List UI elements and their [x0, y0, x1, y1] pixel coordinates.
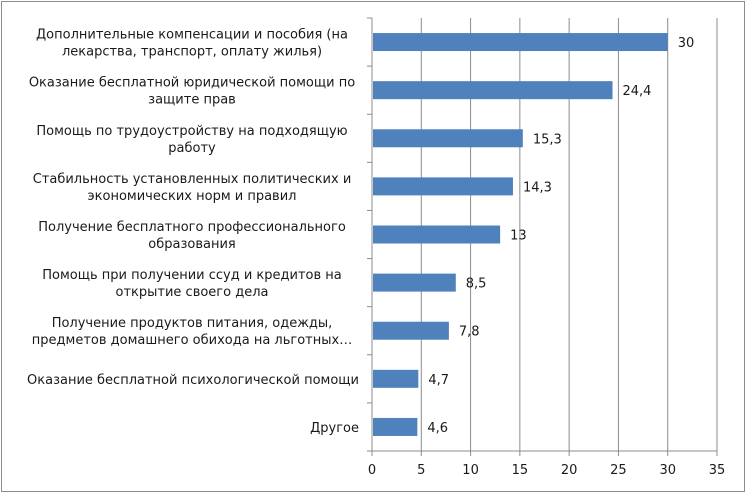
category-label: Помощь по трудоустройству на подходящую р… [36, 124, 347, 156]
bar [373, 321, 449, 340]
category-label-line: Оказание бесплатной юридической помощи п… [29, 76, 355, 91]
data-label: 7,8 [459, 325, 480, 340]
data-label: 15,3 [533, 132, 562, 147]
bar [373, 273, 456, 292]
bar [373, 81, 613, 100]
data-label: 13 [510, 229, 527, 244]
category-label: Стабильность установленных политических … [33, 172, 352, 204]
category-label-line: Стабильность установленных политических … [33, 172, 352, 187]
category-label-line: Получение продуктов питания, одежды, [52, 316, 333, 331]
data-label: 4,7 [428, 373, 449, 388]
x-tick-label: 10 [462, 463, 479, 478]
category-label-line: Оказание бесплатной психологической помо… [27, 373, 359, 388]
bar [373, 417, 418, 436]
category-label-line: образования [148, 237, 235, 252]
x-tick-label: 35 [709, 463, 726, 478]
x-tick-label: 15 [512, 463, 529, 478]
category-label-line: лекарства, транспорт, оплату жилья) [62, 45, 322, 60]
category-label: Оказание бесплатной юридической помощи п… [29, 76, 355, 108]
data-label: 30 [678, 36, 695, 51]
category-label: Оказание бесплатной психологической помо… [27, 373, 359, 388]
category-label-line: Помощь при получении ссуд и кредитов на [42, 268, 342, 283]
category-label-line: Получение бесплатного профессионального [38, 220, 346, 235]
x-tick-label: 5 [417, 463, 425, 478]
data-label: 8,5 [466, 277, 487, 292]
x-tick-label: 0 [368, 463, 376, 478]
category-label-line: предметов домашнего обихода на льготных… [32, 333, 352, 348]
bar [373, 177, 513, 196]
bar [373, 369, 419, 388]
bar [373, 225, 501, 244]
category-label: Получение продуктов питания, одежды, пред… [32, 316, 352, 348]
category-label: Получение бесплатного профессионального о… [38, 220, 346, 252]
category-label-line: Помощь по трудоустройству на подходящую [36, 124, 347, 139]
bar [373, 33, 668, 52]
category-label-line: защите прав [148, 93, 236, 108]
data-label: 4,6 [427, 421, 448, 436]
x-tick-label: 20 [561, 463, 578, 478]
category-label-line: Дополнительные компенсации и пособия (на [36, 28, 348, 43]
category-label-line: Другое [310, 421, 359, 436]
x-tick-label: 30 [659, 463, 676, 478]
category-label-line: работу [168, 141, 216, 156]
category-label-line: открытие своего дела [116, 285, 269, 300]
x-tick-label: 25 [610, 463, 627, 478]
category-label: Другое [310, 421, 359, 436]
data-label: 14,3 [523, 180, 552, 195]
data-label: 24,4 [623, 84, 652, 99]
category-label: Помощь при получении ссуд и кредитов на о… [42, 268, 342, 300]
category-label: Дополнительные компенсации и пособия (на… [36, 28, 348, 60]
category-label-line: экономических норм и правил [88, 189, 297, 204]
bar [373, 129, 523, 148]
